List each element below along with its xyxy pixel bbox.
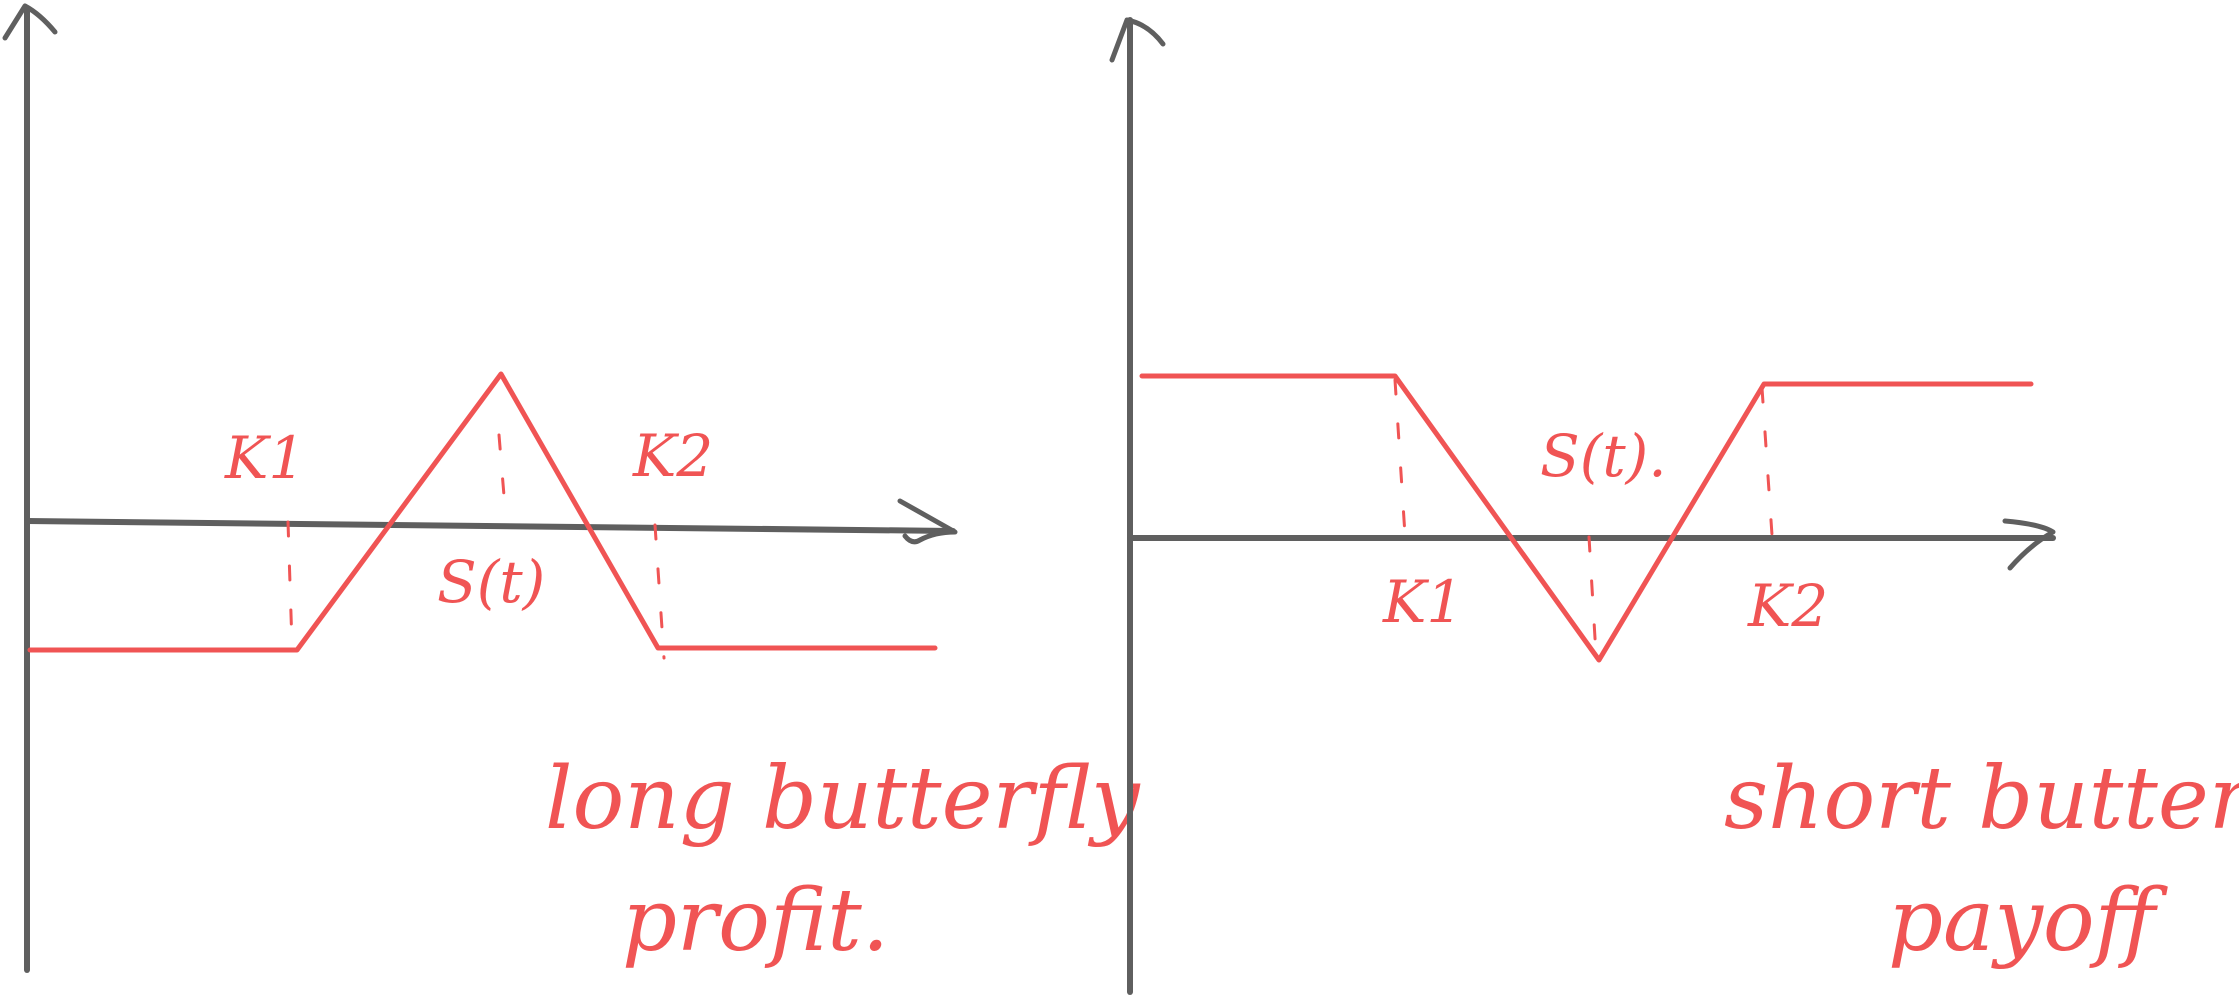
short-butterfly-diagram: S(t). K1 K2 short butterfly payoff: [1109, 17, 2239, 995]
left-st-label: S(t): [437, 548, 545, 616]
short-butterfly-payoff-line: [1139, 373, 2034, 663]
left-k1-guide: [286, 520, 294, 647]
right-caption-line1: short butterfly: [1724, 749, 2239, 849]
right-y-arrowhead: [1109, 17, 1166, 63]
left-y-arrowhead: [2, 3, 58, 41]
right-caption-line2: payoff: [1888, 871, 2169, 971]
right-x-arrowhead: [2002, 518, 2056, 571]
long-butterfly-payoff-line: [27, 371, 938, 653]
right-st-label: S(t).: [1540, 422, 1667, 490]
left-x-arrowhead: [897, 498, 958, 545]
left-caption-line2: profit.: [622, 871, 889, 971]
long-butterfly-diagram: K1 K2 S(t) long butterfly profit.: [2, 3, 1141, 973]
left-k1-label: K1: [224, 424, 305, 492]
left-st-guide: [497, 433, 508, 522]
right-st-guide: [1587, 535, 1598, 657]
left-caption-line1: long butterfly: [545, 749, 1141, 849]
right-k1-label: K1: [1382, 568, 1463, 636]
right-k2-guide: [1760, 386, 1774, 537]
right-k1-guide: [1393, 378, 1407, 537]
right-k2-label: K2: [1747, 572, 1828, 640]
left-k2-label: K2: [632, 422, 713, 490]
left-k2-guide: [653, 523, 666, 660]
left-x-axis: [24, 518, 956, 534]
